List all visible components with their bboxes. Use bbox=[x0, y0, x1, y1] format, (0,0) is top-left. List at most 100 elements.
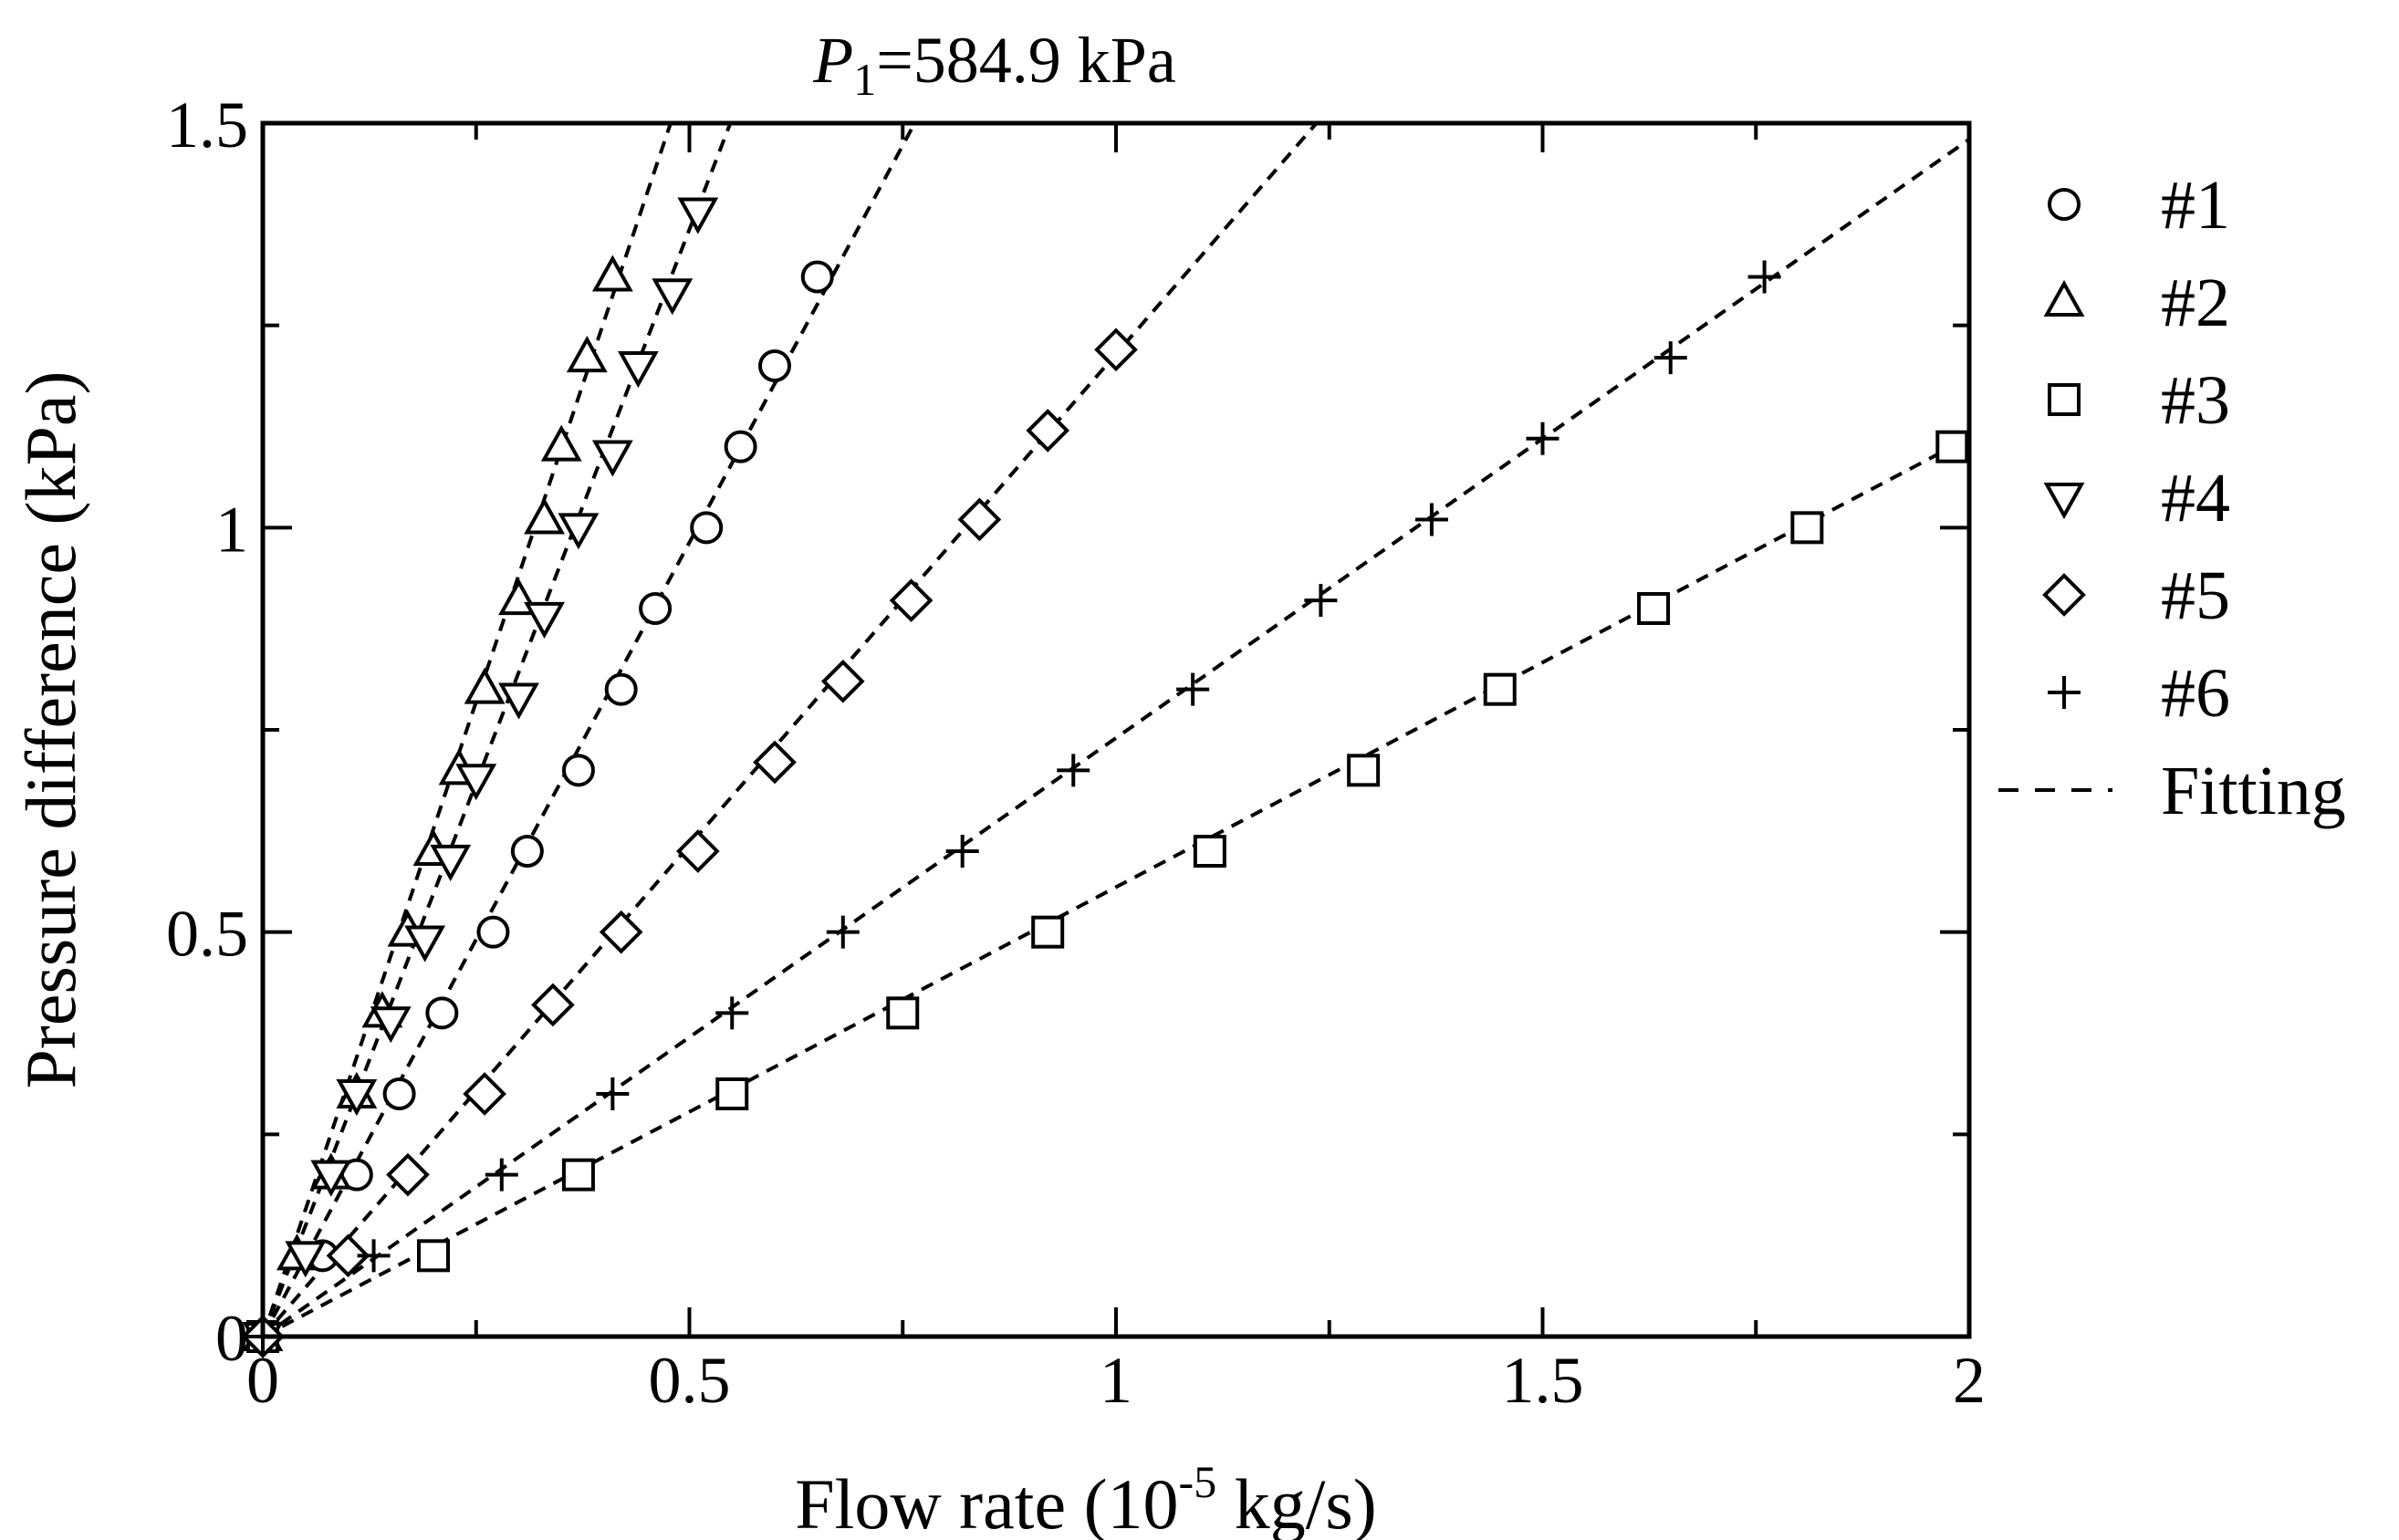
series-6-point bbox=[1414, 503, 1448, 536]
series-1-fit-line bbox=[263, 123, 917, 1337]
series-5-fit-line bbox=[263, 123, 1319, 1337]
series-5-point bbox=[531, 983, 575, 1027]
x-tick-label: 1 bbox=[1100, 1344, 1132, 1417]
series-5-point bbox=[753, 740, 797, 785]
series-4-point bbox=[404, 925, 446, 962]
series-4-point bbox=[498, 682, 539, 720]
legend-marker-series-4 bbox=[2043, 483, 2085, 520]
series-5-point bbox=[1094, 328, 1138, 372]
series-4-point bbox=[455, 764, 497, 801]
series-6-point bbox=[945, 835, 979, 868]
series-5-point bbox=[326, 1233, 370, 1278]
series-4-point bbox=[677, 197, 719, 234]
series-1-point bbox=[758, 349, 791, 382]
series-4-point bbox=[310, 1160, 352, 1197]
legend-marker-series-1 bbox=[2048, 188, 2081, 221]
x-tick-label: 2 bbox=[1953, 1344, 1986, 1417]
series-2-point bbox=[591, 255, 633, 292]
title-subscript: 1 bbox=[853, 54, 876, 105]
legend-label-series-4: #4 bbox=[2161, 460, 2230, 536]
legend-label-series-2: #2 bbox=[2161, 265, 2230, 341]
y-axis-title: Pressure difference (kPa) bbox=[11, 371, 90, 1089]
series-3-point bbox=[1483, 672, 1517, 706]
x-tick-label: 1.5 bbox=[1502, 1344, 1584, 1417]
series-3-point bbox=[561, 1158, 595, 1191]
series-3-point bbox=[1935, 430, 1969, 463]
series-5-point bbox=[463, 1072, 506, 1116]
legend-marker-series-3 bbox=[2048, 383, 2081, 416]
series-6-point bbox=[826, 915, 860, 949]
series-3-point bbox=[1031, 915, 1065, 949]
series-3-fit-line bbox=[263, 444, 1954, 1337]
x-axis-title-superscript: -5 bbox=[1179, 1456, 1217, 1507]
legend-label-series-6: #6 bbox=[2161, 655, 2230, 732]
series-6-point bbox=[596, 1077, 630, 1110]
series-4-point bbox=[336, 1079, 378, 1117]
legend: #1 #2 #3 #4 #5 #6 Fitting bbox=[1998, 167, 2346, 829]
series-1-point bbox=[425, 996, 459, 1030]
legend-marker-series-2 bbox=[2043, 279, 2085, 317]
series-4-point bbox=[591, 440, 633, 477]
series-1-point bbox=[690, 511, 724, 545]
series-3-point bbox=[1347, 754, 1381, 787]
series-6-point bbox=[1653, 341, 1687, 375]
legend-label-series-5: #5 bbox=[2161, 557, 2230, 634]
x-tick-label: 0.5 bbox=[649, 1344, 731, 1417]
axis-ticks bbox=[261, 121, 1971, 1338]
x-axis-title-suffix: kg/s) bbox=[1216, 1464, 1377, 1540]
series-1-point bbox=[800, 260, 834, 294]
title-symbol: P bbox=[812, 24, 853, 97]
series-2-fit-line bbox=[263, 123, 673, 1337]
series-1-point bbox=[639, 592, 673, 625]
series-1-point bbox=[476, 915, 510, 949]
legend-label-series-3: #3 bbox=[2161, 362, 2230, 439]
series-3-point bbox=[886, 996, 920, 1030]
series-2-point bbox=[540, 424, 582, 462]
series-4-point bbox=[430, 844, 472, 881]
series-2-point bbox=[464, 667, 506, 704]
series-5-point bbox=[820, 659, 865, 703]
series-4-point bbox=[370, 1006, 412, 1044]
series-6-point bbox=[485, 1158, 518, 1191]
series-1-point bbox=[382, 1077, 416, 1110]
series-5-point bbox=[676, 829, 720, 873]
series-4-fit-line bbox=[263, 123, 733, 1337]
y-tick-label: 1 bbox=[215, 493, 248, 566]
series-6-point bbox=[1526, 421, 1559, 455]
series-3-point bbox=[1637, 592, 1671, 625]
y-tick-label: 0.5 bbox=[166, 898, 248, 971]
series-3-point bbox=[1790, 511, 1824, 545]
series-4-point bbox=[558, 513, 600, 550]
series-3-point bbox=[715, 1077, 749, 1110]
series-1-point bbox=[510, 835, 544, 868]
data-markers bbox=[241, 197, 1969, 1359]
series-6-point bbox=[1304, 584, 1338, 618]
plot-frame bbox=[260, 120, 1972, 1339]
series-5-point bbox=[889, 578, 934, 622]
series-6-point bbox=[357, 1239, 391, 1273]
series-1-point bbox=[604, 672, 638, 706]
series-6-fit-line bbox=[263, 138, 1969, 1337]
x-tick-label: 0 bbox=[246, 1344, 279, 1417]
series-4-point bbox=[285, 1241, 327, 1278]
series-4-point bbox=[652, 278, 694, 316]
legend-label-series-1: #1 bbox=[2161, 167, 2230, 244]
series-6-point bbox=[1176, 672, 1210, 706]
series-5-point bbox=[599, 910, 643, 954]
x-axis-title: Flow rate (10-5 kg/s) bbox=[795, 1456, 1376, 1540]
legend-marker-series-5 bbox=[2042, 573, 2086, 617]
series-5-point bbox=[386, 1152, 430, 1197]
series-2-point bbox=[524, 497, 565, 535]
series-2-point bbox=[566, 336, 608, 373]
series-3-point bbox=[417, 1239, 450, 1273]
title-value: =584.9 kPa bbox=[876, 24, 1176, 97]
y-tick-label: 0 bbox=[215, 1302, 248, 1375]
series-4-point bbox=[524, 601, 565, 639]
fit-lines bbox=[263, 123, 1969, 1337]
series-4-point bbox=[617, 351, 659, 389]
x-axis-title-prefix: Flow rate (10 bbox=[795, 1464, 1178, 1540]
legend-label-fitting: Fitting bbox=[2161, 753, 2346, 829]
series-6-point bbox=[715, 996, 749, 1030]
series-5-point bbox=[957, 497, 1002, 542]
